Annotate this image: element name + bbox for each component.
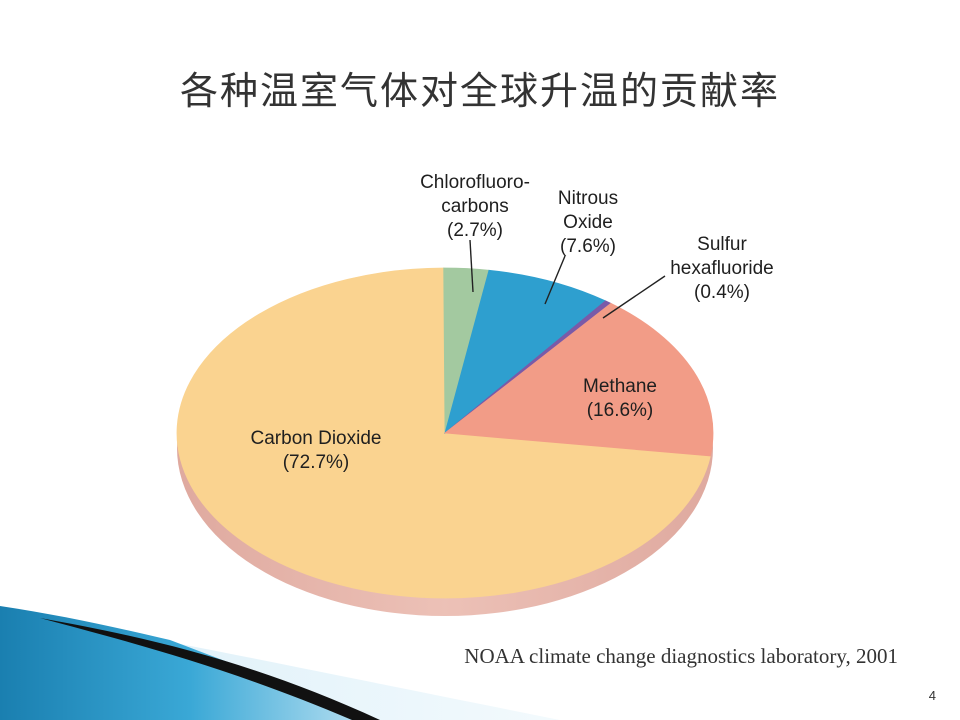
pie-label-chlorofluorocarbons: Chlorofluoro-carbons (2.7%) — [420, 172, 530, 241]
pie-label-carbon-dioxide: Carbon Dioxide (72.7%) — [251, 428, 382, 473]
page-number: 4 — [928, 688, 936, 703]
leader-line-chlorofluorocarbons — [469, 239, 474, 293]
pie-slices — [176, 267, 714, 599]
pie-slice-nitrous-oxide — [444, 269, 607, 435]
source-citation: NOAA climate change diagnostics laborato… — [464, 644, 898, 668]
leader-line-sulfur-hexafluoride — [602, 275, 666, 319]
pie-label-methane: Methane (16.6%) — [583, 376, 657, 421]
pie-slice-methane — [443, 302, 714, 457]
slide-title: 各种温室气体对全球升温的贡献率 — [179, 69, 780, 113]
pie-labels: Carbon Dioxide (72.7%) Chlorofluoro-carbon… — [251, 172, 774, 473]
leader-line-nitrous-oxide — [544, 255, 566, 305]
pie-label-nitrous-oxide: Nitrous Oxide (7.6%) — [558, 188, 618, 257]
pie-label-sulfur-hexafluoride: Sulfur hexafluoride (0.4%) — [670, 234, 774, 303]
pie-slice-carbon-dioxide — [176, 267, 711, 599]
pie-leader-lines — [469, 239, 666, 319]
